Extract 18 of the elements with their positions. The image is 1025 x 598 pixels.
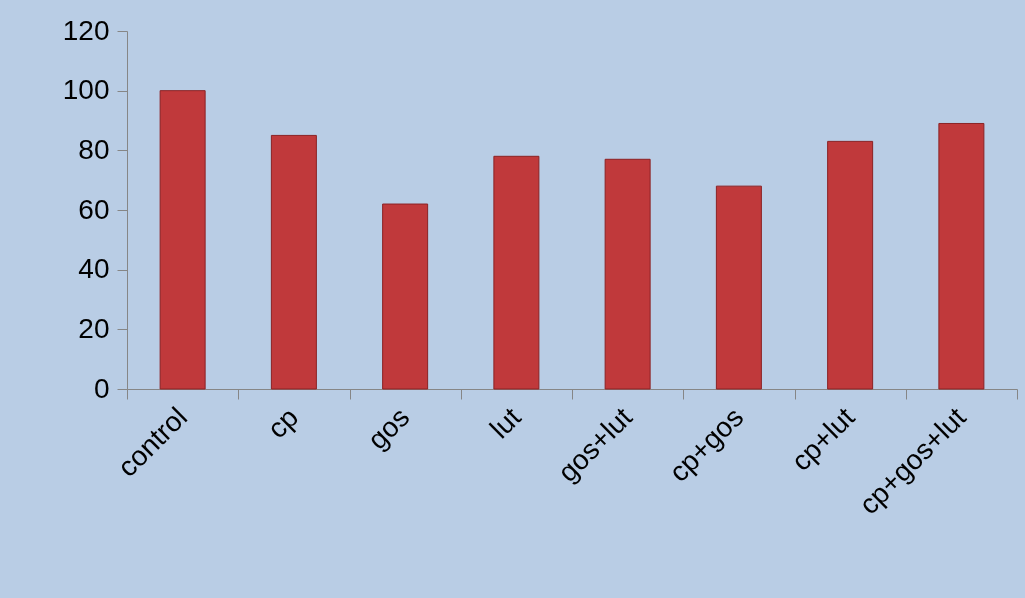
y-tick-label: 40	[78, 253, 110, 285]
bar	[715, 185, 762, 390]
y-tick-label: 20	[78, 312, 110, 344]
y-tick-label: 80	[78, 133, 110, 165]
y-tick-label: 100	[62, 74, 110, 106]
x-tick-label: cp	[261, 401, 305, 445]
bar	[938, 122, 985, 390]
x-tick-label: lut	[483, 401, 527, 445]
y-tick-label: 120	[62, 14, 110, 46]
x-tick-label: gos	[361, 401, 416, 456]
bar	[382, 203, 429, 390]
bar	[270, 134, 317, 390]
bar	[827, 140, 874, 390]
bar	[604, 158, 651, 390]
y-tick-label: 60	[78, 193, 110, 225]
bar	[159, 90, 206, 390]
y-tick-label: 0	[93, 372, 110, 404]
bar	[493, 155, 540, 390]
